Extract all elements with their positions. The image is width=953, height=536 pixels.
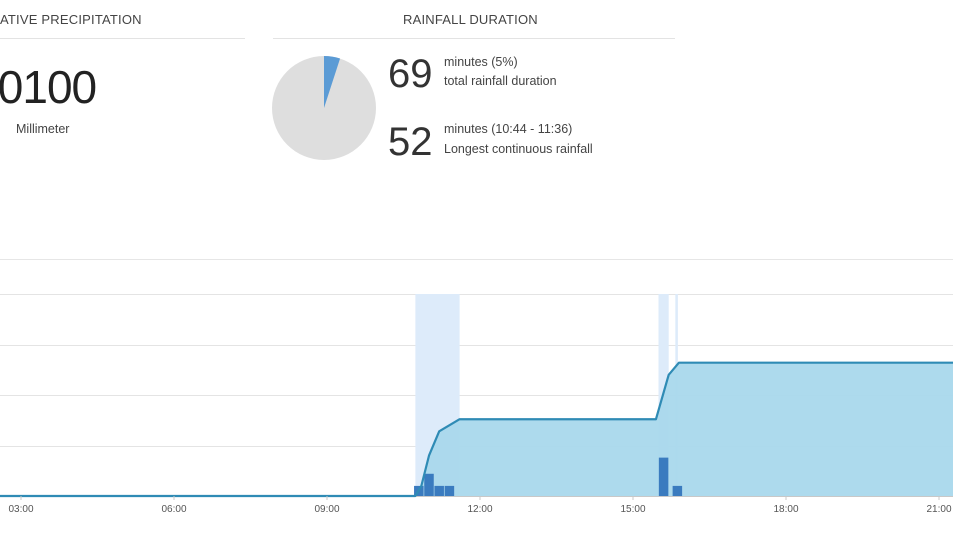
cumulative-line-layer	[0, 361, 953, 498]
longest-duration-number: 52	[388, 120, 433, 164]
x-tick-label: 03:00	[8, 504, 33, 515]
cumulative-line	[0, 361, 953, 498]
x-tick-label: 21:00	[926, 504, 951, 515]
cumulative-area-fill	[0, 362, 953, 496]
total-duration-label: total rainfall duration	[444, 74, 557, 88]
rainfall-duration-pie	[272, 56, 376, 160]
longest-duration-label: Longest continuous rainfall	[444, 142, 593, 156]
x-tick-label: 12:00	[467, 504, 492, 515]
rain-bar	[444, 485, 455, 496]
total-duration-minutes: minutes (5%)	[444, 55, 518, 69]
precipitation-value: .0100	[0, 61, 97, 113]
rain-bar	[658, 457, 669, 496]
rainfall-duration-title: RAINFALL DURATION	[403, 12, 538, 27]
total-duration-number: 69	[388, 52, 433, 96]
rainfall-duration-divider	[273, 38, 675, 39]
x-tick-label: 09:00	[314, 504, 339, 515]
rain-bar	[424, 473, 434, 496]
longest-duration-minutes: minutes (10:44 - 11:36)	[444, 122, 573, 136]
rain-bar	[672, 485, 683, 496]
x-axis-ticks: 03:00 06:00 09:00 12:00 15:00 18:00 21:00	[8, 496, 952, 515]
x-tick-label: 15:00	[620, 504, 645, 515]
precipitation-divider	[0, 38, 245, 39]
precipitation-title: ATIVE PRECIPITATION	[0, 12, 142, 27]
x-tick-label: 06:00	[161, 504, 186, 515]
pie-slice-rain	[324, 56, 341, 108]
precipitation-unit: Millimeter	[16, 122, 70, 136]
cumulative-area	[0, 362, 953, 496]
rain-bar	[434, 485, 444, 496]
x-tick-label: 18:00	[773, 504, 798, 515]
